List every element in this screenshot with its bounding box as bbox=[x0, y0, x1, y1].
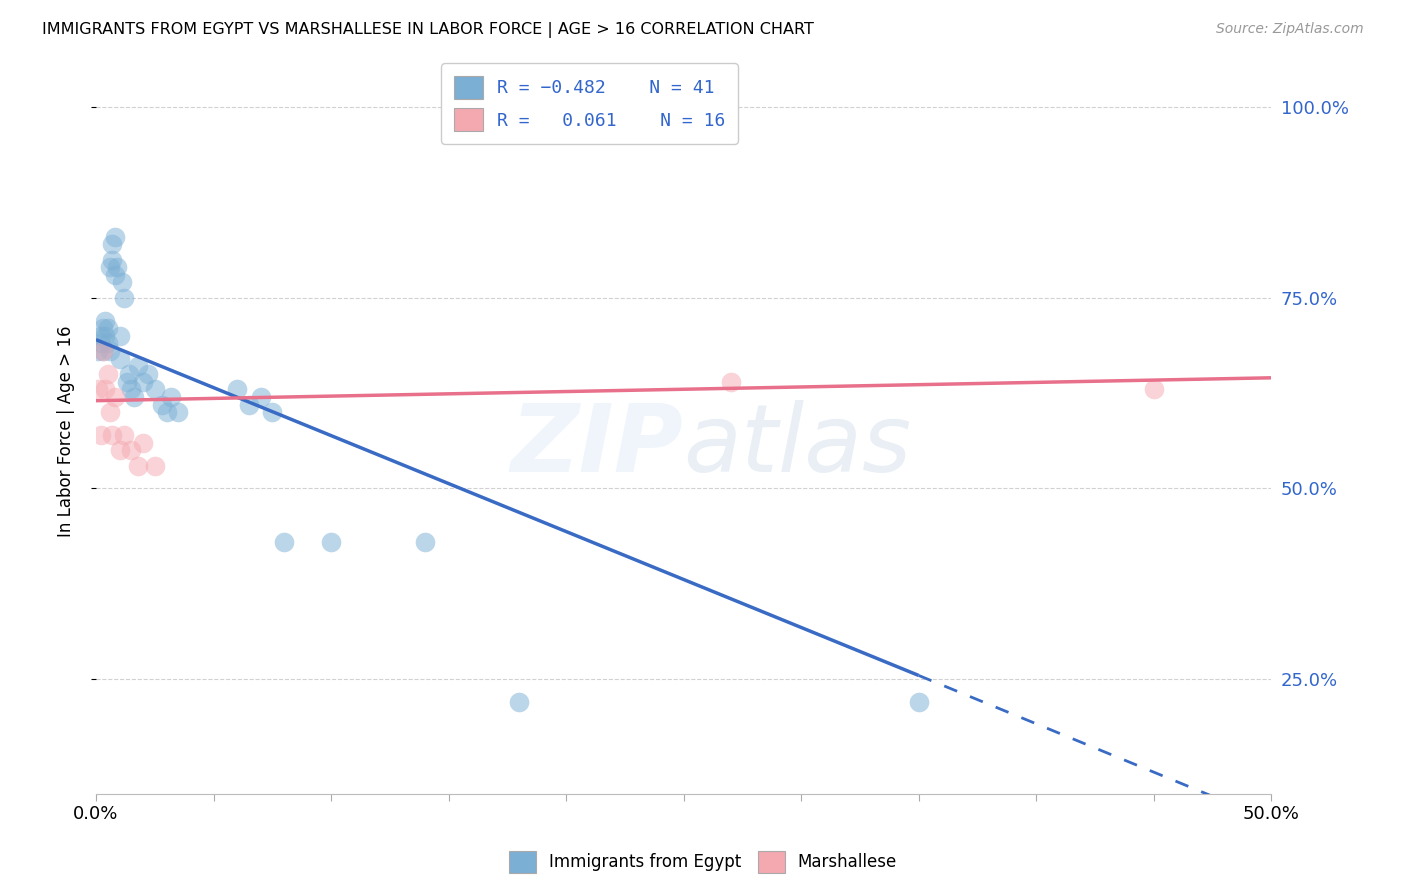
Point bbox=[226, 382, 249, 396]
Text: atlas: atlas bbox=[683, 401, 912, 491]
Point bbox=[127, 359, 149, 374]
Point bbox=[108, 329, 131, 343]
Y-axis label: In Labor Force | Age > 16: In Labor Force | Age > 16 bbox=[58, 326, 75, 537]
Point bbox=[104, 268, 127, 282]
Point bbox=[94, 313, 117, 327]
Point bbox=[97, 367, 120, 381]
Point bbox=[120, 443, 142, 458]
Point bbox=[115, 375, 138, 389]
Point bbox=[143, 458, 166, 473]
Point bbox=[90, 336, 112, 351]
Point bbox=[105, 260, 128, 275]
Point bbox=[413, 534, 436, 549]
Point bbox=[273, 534, 295, 549]
Point bbox=[907, 695, 929, 709]
Point bbox=[91, 321, 114, 335]
Point bbox=[98, 405, 121, 419]
Point bbox=[91, 344, 114, 359]
Point bbox=[136, 367, 159, 381]
Point bbox=[108, 443, 131, 458]
Point bbox=[111, 276, 134, 290]
Point bbox=[1142, 382, 1164, 396]
Point bbox=[167, 405, 190, 419]
Point bbox=[104, 390, 127, 404]
Legend: Immigrants from Egypt, Marshallese: Immigrants from Egypt, Marshallese bbox=[502, 845, 904, 880]
Point bbox=[132, 435, 155, 450]
Point bbox=[122, 390, 145, 404]
Point bbox=[101, 428, 124, 442]
Point bbox=[104, 229, 127, 244]
Point bbox=[97, 336, 120, 351]
Point bbox=[108, 351, 131, 366]
Point bbox=[101, 237, 124, 252]
Point bbox=[143, 382, 166, 396]
Point bbox=[90, 329, 112, 343]
Point bbox=[97, 321, 120, 335]
Point bbox=[98, 344, 121, 359]
Point bbox=[87, 344, 110, 359]
Point bbox=[160, 390, 183, 404]
Point bbox=[90, 428, 112, 442]
Point bbox=[94, 382, 117, 396]
Text: Source: ZipAtlas.com: Source: ZipAtlas.com bbox=[1216, 22, 1364, 37]
Point bbox=[319, 534, 342, 549]
Point bbox=[249, 390, 271, 404]
Point bbox=[112, 291, 135, 305]
Point bbox=[508, 695, 530, 709]
Point bbox=[98, 260, 121, 275]
Point bbox=[127, 458, 149, 473]
Point bbox=[112, 428, 135, 442]
Point bbox=[238, 397, 260, 411]
Text: IMMIGRANTS FROM EGYPT VS MARSHALLESE IN LABOR FORCE | AGE > 16 CORRELATION CHART: IMMIGRANTS FROM EGYPT VS MARSHALLESE IN … bbox=[42, 22, 814, 38]
Point bbox=[87, 382, 110, 396]
Point bbox=[262, 405, 284, 419]
Point bbox=[132, 375, 155, 389]
Point bbox=[150, 397, 173, 411]
Point bbox=[120, 382, 142, 396]
Point bbox=[118, 367, 141, 381]
Point bbox=[94, 329, 117, 343]
Point bbox=[155, 405, 177, 419]
Point bbox=[91, 344, 114, 359]
Legend: R = −0.482    N = 41, R =   0.061    N = 16: R = −0.482 N = 41, R = 0.061 N = 16 bbox=[441, 63, 738, 144]
Text: ZIP: ZIP bbox=[510, 400, 683, 491]
Point bbox=[101, 252, 124, 267]
Point bbox=[720, 375, 742, 389]
